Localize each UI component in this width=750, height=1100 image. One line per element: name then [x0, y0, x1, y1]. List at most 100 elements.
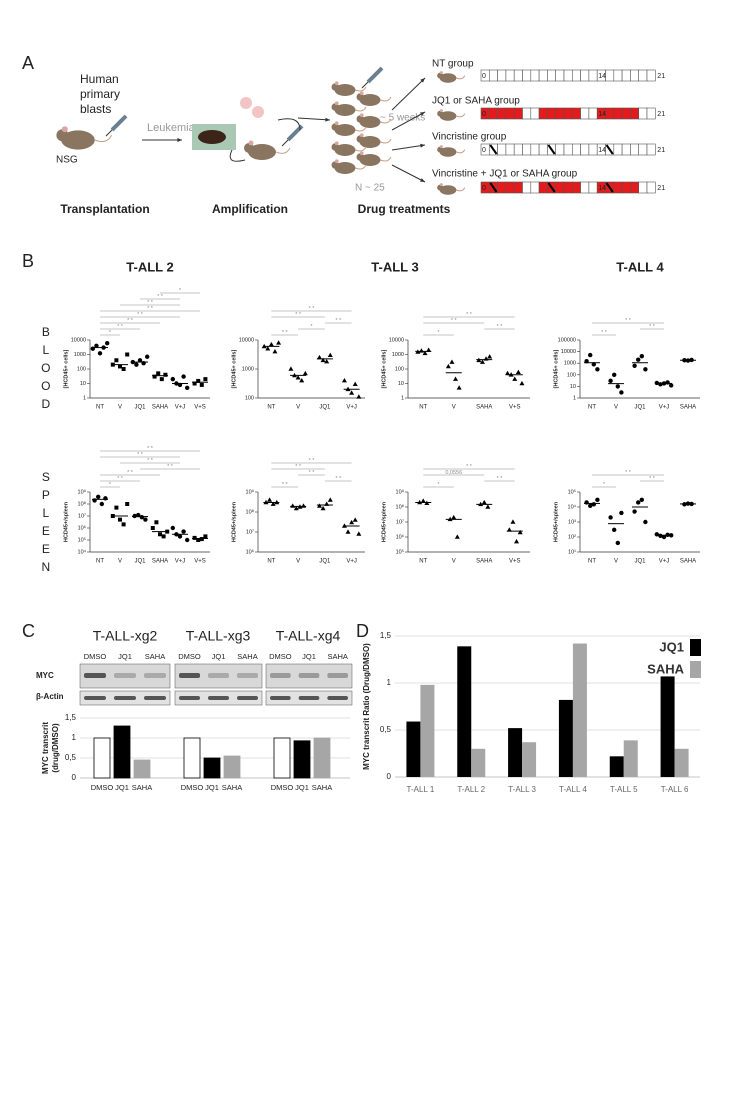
significance-label: * * [137, 312, 144, 318]
x-tick-label: NT [267, 405, 275, 411]
arrow-head [177, 138, 182, 142]
y-tick-label: 10 [570, 384, 576, 390]
data-point [203, 534, 208, 539]
significance-label: * * [601, 330, 608, 336]
data-point [156, 371, 161, 376]
arrow [391, 164, 426, 183]
day-box [588, 181, 598, 194]
cohort-label: N ~ 25 [355, 183, 385, 194]
data-point [268, 341, 274, 347]
data-point [290, 503, 296, 508]
x-tick-label: JQ1 [634, 559, 646, 565]
y-tick-label: 10⁶ [396, 533, 404, 540]
data-point [302, 370, 308, 376]
x-tick-label: V [452, 559, 456, 565]
arrow [391, 144, 426, 151]
data-point [512, 376, 518, 381]
x-tick-label: NT [267, 559, 275, 565]
x-tick-label: NT [96, 559, 104, 565]
data-point [456, 385, 462, 390]
vincristine-dose [605, 144, 614, 155]
significance-label: * * [127, 318, 134, 324]
day-box [530, 143, 540, 156]
data-point [422, 350, 428, 356]
y-tick-label: 0,5 [380, 725, 392, 734]
x-tick-label: DMSO [271, 783, 294, 792]
day-box [547, 107, 557, 120]
data-point [181, 374, 186, 379]
y-tick-label: 10⁵ [78, 536, 86, 543]
data-point [595, 367, 600, 372]
data-point [588, 503, 593, 509]
mouse [456, 75, 466, 80]
data-point [185, 537, 190, 543]
significance-label: * [109, 482, 112, 488]
y-tick-label: 10⁷ [396, 518, 404, 525]
data-point [320, 505, 326, 511]
blot-title: T-ALL-xg4 [276, 628, 341, 644]
significance-label: 0,0556 [445, 470, 462, 476]
data-point [139, 514, 144, 520]
blot-band [208, 673, 229, 678]
x-tick-label: SAHA [680, 559, 696, 565]
mouse [439, 111, 457, 121]
blot-band [84, 673, 106, 678]
lane-label: JQ1 [118, 652, 132, 661]
data-point [152, 374, 157, 379]
day-box [638, 143, 648, 156]
day-box [563, 143, 573, 156]
x-tick-label: SAHA [476, 405, 492, 411]
mouse [331, 123, 339, 131]
legend-label: JQ1 [659, 639, 684, 654]
data-point [615, 384, 620, 389]
day-label: 0 [482, 73, 486, 80]
arrow-head [420, 78, 425, 83]
data-point [192, 535, 197, 540]
mouse [356, 153, 364, 161]
data-point [595, 497, 600, 503]
day-box [505, 107, 515, 120]
blot-band [179, 673, 200, 678]
mouse [334, 124, 356, 136]
mouse [380, 118, 392, 124]
significance-label: * * [167, 464, 174, 470]
blot-row-label: MYC [36, 671, 54, 680]
x-tick-label: V+S [194, 559, 206, 565]
bar [313, 737, 331, 779]
significance-label: * * [147, 458, 154, 464]
data-point [485, 504, 491, 509]
y-axis-label: [HCD45+ cells] [381, 349, 387, 388]
data-point [134, 362, 139, 367]
mouse [94, 134, 113, 143]
y-axis-label: HCD45+/spleen [553, 501, 559, 542]
x-tick-label: T-ALL 2 [457, 785, 485, 794]
bar [93, 737, 111, 779]
data-point [301, 503, 307, 508]
blot-band [144, 696, 166, 700]
blot-band [237, 696, 258, 700]
day-box [613, 69, 623, 82]
day-box [630, 107, 640, 120]
day-box [630, 69, 640, 82]
day-label: 0 [482, 111, 486, 118]
lane-label: DMSO [178, 652, 201, 661]
significance-label: * [109, 330, 112, 336]
x-tick-label: V [118, 559, 122, 565]
data-point [170, 525, 175, 531]
significance-label: * * [147, 446, 154, 452]
y-tick-label: 10⁸ [246, 508, 254, 515]
day-box [580, 181, 590, 194]
day-box [613, 143, 623, 156]
bar [471, 748, 486, 777]
y-tick-label: 10³ [568, 519, 576, 525]
blot-band [114, 696, 136, 700]
significance-label: * * [625, 318, 632, 324]
day-box [588, 143, 598, 156]
mouse [331, 161, 339, 169]
data-point [584, 500, 589, 505]
blot-band [327, 696, 348, 700]
blot-band [179, 696, 200, 700]
data-point [345, 529, 351, 534]
x-tick-label: V [296, 559, 300, 565]
day-box [555, 69, 565, 82]
